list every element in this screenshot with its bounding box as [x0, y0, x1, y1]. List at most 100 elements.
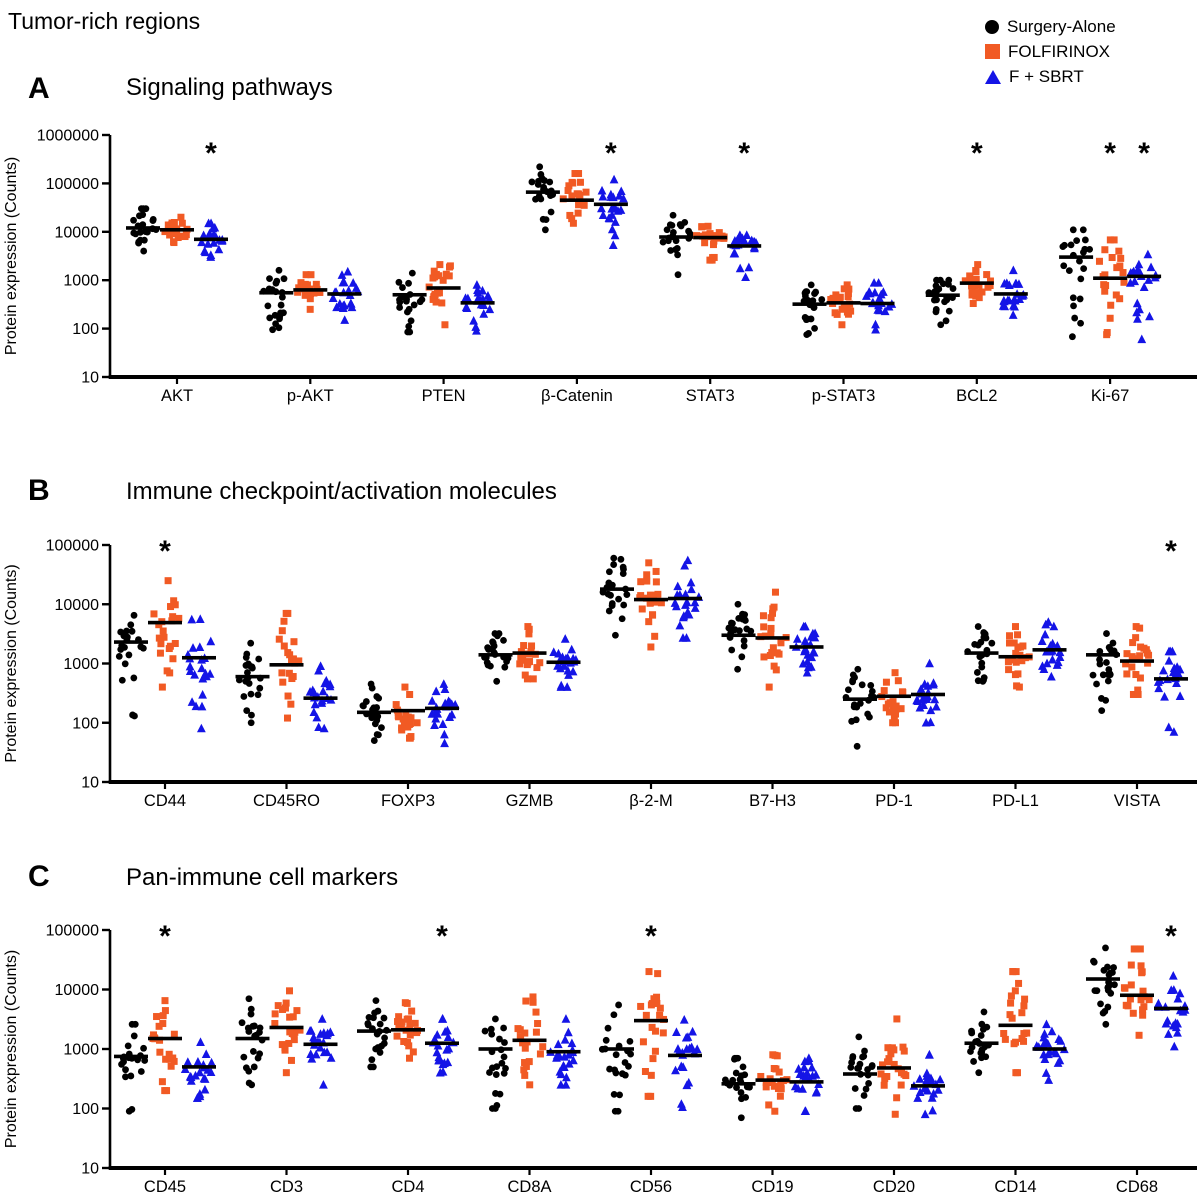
data-point	[1126, 995, 1134, 1003]
data-point	[440, 738, 449, 748]
data-point	[271, 1019, 279, 1027]
data-point	[808, 647, 818, 657]
data-point	[250, 1063, 258, 1071]
data-point	[928, 1105, 938, 1115]
median-line	[1086, 653, 1120, 657]
data-point	[739, 1063, 747, 1071]
data-point	[281, 1046, 289, 1054]
data-point	[890, 1060, 898, 1068]
data-point	[165, 645, 173, 653]
data-point	[362, 698, 370, 705]
data-point	[933, 1085, 943, 1094]
data-point	[806, 662, 816, 671]
data-point	[1071, 314, 1079, 322]
data-point	[602, 1036, 610, 1044]
data-point	[1099, 671, 1107, 679]
data-point	[916, 684, 926, 693]
data-point	[771, 1051, 779, 1059]
median-line	[600, 587, 634, 591]
data-point	[653, 999, 661, 1007]
data-point	[931, 701, 941, 711]
data-point	[710, 237, 718, 245]
data-point	[254, 1054, 262, 1062]
data-point	[1123, 650, 1131, 658]
data-point	[272, 279, 280, 287]
data-point	[761, 632, 769, 640]
data-point	[1012, 968, 1020, 976]
dot-cluster-surgery-alone-stat3	[659, 211, 694, 279]
dot-cluster-folfirinox-p-akt	[294, 271, 324, 313]
data-point	[647, 1071, 655, 1079]
y-axis-title: Protein expression (Counts)	[3, 950, 20, 1148]
data-point	[174, 234, 182, 242]
data-point	[922, 694, 931, 703]
data-point	[1110, 647, 1118, 655]
data-point	[1011, 623, 1019, 631]
data-point	[118, 676, 126, 684]
data-point	[500, 1069, 508, 1077]
data-point	[793, 1083, 803, 1093]
data-point	[279, 678, 287, 686]
data-point	[968, 282, 976, 290]
data-point	[537, 171, 545, 178]
data-point	[556, 1069, 566, 1079]
data-point	[305, 1026, 315, 1035]
data-point	[370, 1014, 377, 1022]
data-point	[1145, 311, 1154, 321]
data-point	[553, 1039, 563, 1049]
data-point	[647, 643, 655, 651]
median-line	[392, 292, 427, 297]
dot-cluster-folfirinox-cd14	[1000, 968, 1031, 1077]
data-point	[685, 1043, 695, 1053]
data-point	[880, 687, 888, 695]
panel-C-plot: 10 100 1000 10000 100000 Protein expression (…	[3, 920, 1197, 1194]
data-point	[1139, 987, 1147, 995]
data-point	[929, 679, 938, 689]
dot-cluster-f-sbrt-cd68	[1154, 970, 1190, 1051]
data-point	[926, 717, 935, 727]
data-point	[522, 997, 530, 1005]
x-category-label: β-Catenin	[541, 387, 613, 405]
data-point	[1120, 984, 1128, 992]
data-point	[740, 637, 748, 644]
data-point	[156, 649, 164, 657]
data-point	[636, 594, 644, 602]
data-point	[974, 623, 982, 630]
data-point	[1093, 987, 1101, 995]
data-point	[980, 1008, 988, 1016]
data-point	[405, 322, 413, 330]
data-point	[861, 1047, 868, 1055]
data-point	[926, 705, 936, 715]
data-point	[398, 1018, 406, 1026]
data-point	[306, 305, 314, 313]
dot-cluster-f-sbrt-pten	[460, 280, 495, 335]
data-point	[187, 614, 197, 624]
data-point	[1167, 646, 1177, 656]
data-point	[290, 1036, 298, 1044]
data-point	[271, 311, 279, 319]
median-line	[668, 1053, 702, 1058]
median-line	[1032, 1047, 1067, 1051]
data-point	[566, 211, 574, 219]
dot-cluster-folfirinox-cd44	[150, 577, 183, 691]
data-point	[161, 997, 169, 1005]
data-point	[405, 305, 413, 313]
data-point	[407, 714, 415, 722]
data-point	[654, 970, 662, 978]
data-point	[307, 1054, 317, 1063]
data-point	[685, 227, 692, 235]
x-category-label: PTEN	[422, 387, 466, 405]
data-point	[871, 319, 880, 329]
data-point	[525, 625, 533, 633]
data-point	[1129, 639, 1137, 647]
data-point	[294, 288, 302, 296]
median-line	[877, 1066, 911, 1070]
median-line	[911, 692, 945, 697]
data-point	[978, 288, 986, 296]
data-point	[637, 1002, 645, 1010]
data-point	[190, 670, 200, 679]
data-point	[757, 1072, 765, 1080]
data-point	[871, 324, 880, 334]
significance-asterisk: *	[1165, 535, 1177, 568]
median-line	[1093, 276, 1128, 280]
